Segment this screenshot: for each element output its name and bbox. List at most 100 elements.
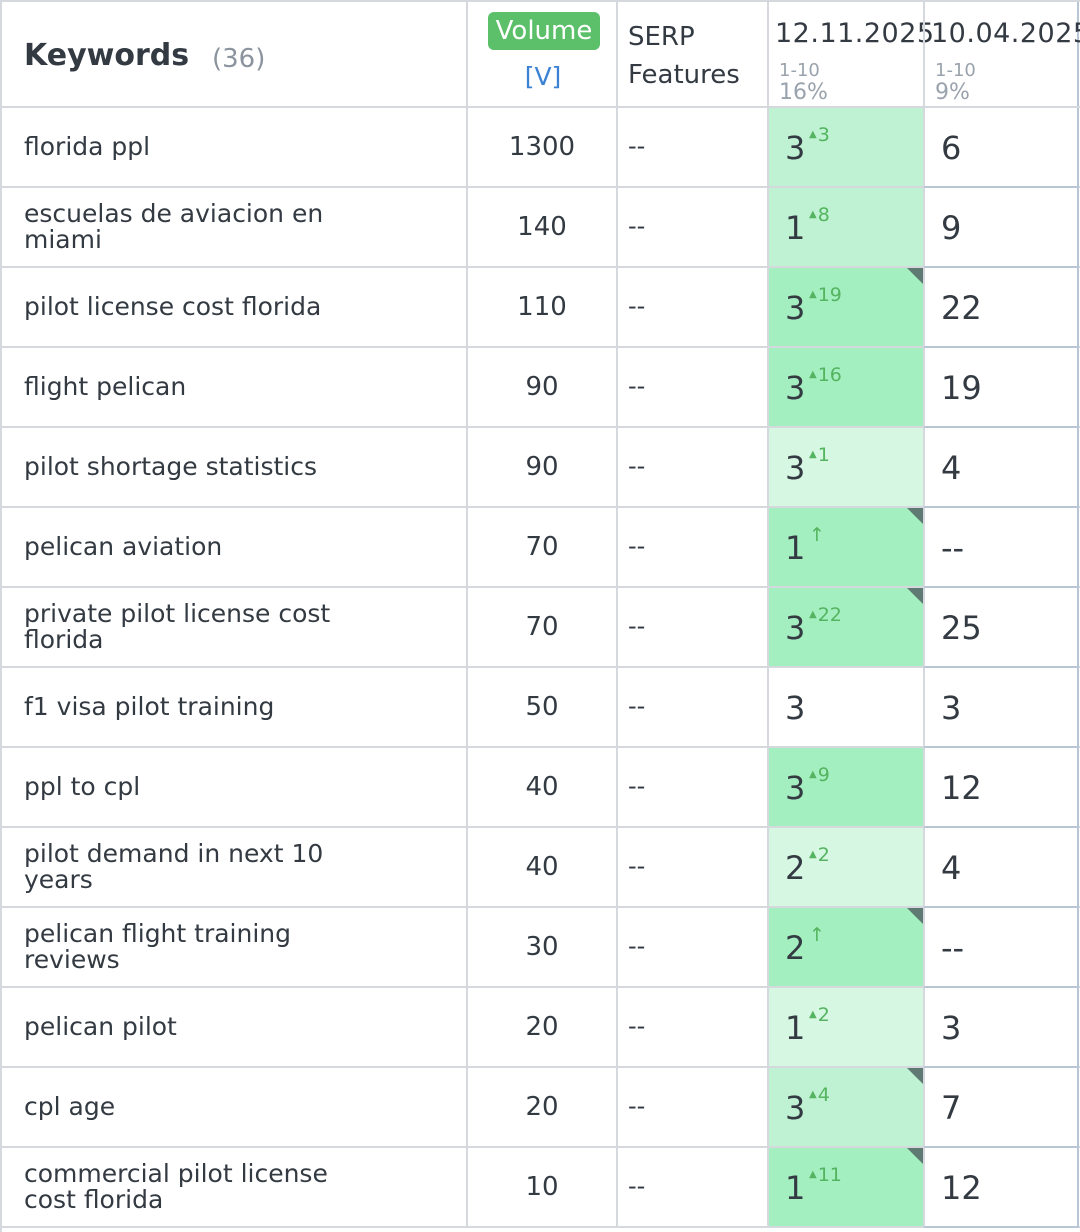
keyword-text[interactable]: commercial pilot license cost florida bbox=[24, 1159, 328, 1214]
table-row[interactable]: flight pelican 90 -- 3 ▲16 19 bbox=[2, 348, 1080, 428]
position-cell-date2[interactable]: 25 bbox=[923, 588, 1079, 668]
keyword-cell[interactable]: pelican pilot bbox=[2, 988, 466, 1066]
serp-cell: -- bbox=[616, 348, 767, 426]
keyword-cell[interactable]: private pilot license cost florida bbox=[2, 588, 466, 666]
volume-sort-button[interactable]: Volume bbox=[488, 12, 600, 50]
table-row[interactable]: pilot demand in next 10 years 40 -- 2 ▲2 4 bbox=[2, 828, 1080, 908]
up-triangle-icon: ▲ bbox=[809, 209, 817, 220]
keywords-header[interactable]: Keywords (36) bbox=[2, 2, 466, 106]
position-cell-date1[interactable]: 3 ▲22 bbox=[767, 588, 923, 666]
up-triangle-icon: ▲ bbox=[809, 609, 817, 620]
position-cell-date1[interactable]: 3 ▲1 bbox=[767, 428, 923, 506]
keyword-cell[interactable]: escuelas de aviacion en miami bbox=[2, 188, 466, 266]
table-row[interactable]: cpl age 20 -- 3 ▲4 7 bbox=[2, 1068, 1080, 1148]
position-cell-date1[interactable]: 1 ↑ bbox=[767, 508, 923, 586]
table-row[interactable]: florida ppl 1300 -- 3 ▲3 6 bbox=[2, 108, 1080, 188]
table-row[interactable]: escuelas de aviacion en miami 140 -- 1 ▲8 9 bbox=[2, 188, 1080, 268]
position-cell-date2[interactable]: 12 bbox=[923, 1148, 1079, 1228]
keyword-cell[interactable]: florida ppl bbox=[2, 108, 466, 186]
position-cell-date1[interactable]: 3 bbox=[767, 668, 923, 746]
position-cell-date2[interactable]: 12 bbox=[923, 748, 1079, 828]
date-header-1[interactable]: 12.11.2025 1-10 16% bbox=[767, 2, 934, 106]
rank-change: ▲3 bbox=[809, 124, 830, 146]
table-row[interactable]: pelican flight training reviews 30 -- 2 ↑ -- bbox=[2, 908, 1080, 988]
position-value: 1 bbox=[785, 529, 806, 567]
position-cell-date2[interactable]: -- bbox=[923, 508, 1079, 588]
keyword-text[interactable]: ppl to cpl bbox=[24, 772, 141, 801]
table-row[interactable]: pelican aviation 70 -- 1 ↑ -- bbox=[2, 508, 1080, 588]
table-row[interactable]: ppl to cpl 40 -- 3 ▲9 12 bbox=[2, 748, 1080, 828]
position-cell-date2[interactable]: 3 bbox=[923, 668, 1079, 748]
volume-value: 140 bbox=[517, 212, 567, 242]
table-row[interactable]: pilot license cost florida 110 -- 3 ▲19 22 bbox=[2, 268, 1080, 348]
keyword-text[interactable]: pelican flight training reviews bbox=[24, 919, 292, 974]
position-cell-date2[interactable]: 6 bbox=[923, 108, 1079, 188]
position-cell-date1[interactable]: 3 ▲4 bbox=[767, 1068, 923, 1146]
keyword-cell[interactable]: pelican flight training reviews bbox=[2, 908, 466, 986]
keyword-text[interactable]: cpl age bbox=[24, 1092, 116, 1121]
position-value: 7 bbox=[941, 1089, 962, 1127]
table-row[interactable]: f1 visa pilot training 50 -- 3 3 bbox=[2, 668, 1080, 748]
keyword-text[interactable]: florida ppl bbox=[24, 132, 151, 161]
keyword-text[interactable]: private pilot license cost florida bbox=[24, 599, 331, 654]
corner-flag-icon bbox=[907, 588, 923, 604]
rank-change: ▲16 bbox=[809, 364, 842, 386]
position-cell-date1[interactable]: 2 ▲2 bbox=[767, 828, 923, 906]
volume-header[interactable]: Volume [V] bbox=[466, 2, 616, 106]
keyword-text[interactable]: pelican pilot bbox=[24, 1012, 177, 1041]
volume-cell: 1300 bbox=[466, 108, 616, 186]
position-cell-date2[interactable]: -- bbox=[923, 908, 1079, 988]
position-cell-date2[interactable]: 7 bbox=[923, 1068, 1079, 1148]
position-cell-date1[interactable]: 2 ↑ bbox=[767, 908, 923, 986]
position-cell-date2[interactable]: 4 bbox=[923, 428, 1079, 508]
corner-flag-icon bbox=[907, 1068, 923, 1084]
table-row[interactable]: commercial pilot license cost florida 10 -… bbox=[2, 1148, 1080, 1228]
keyword-cell[interactable]: flight pelican bbox=[2, 348, 466, 426]
position-cell-date1[interactable]: 3 ▲9 bbox=[767, 748, 923, 826]
position-value: 3 bbox=[785, 449, 806, 487]
keyword-cell[interactable]: pilot demand in next 10 years bbox=[2, 828, 466, 906]
position-cell-date1[interactable]: 1 ▲2 bbox=[767, 988, 923, 1066]
position-cell-date2[interactable]: 22 bbox=[923, 268, 1079, 348]
keyword-cell[interactable]: pilot shortage statistics bbox=[2, 428, 466, 506]
position-cell-date2[interactable]: 9 bbox=[923, 188, 1079, 268]
keyword-text[interactable]: escuelas de aviacion en miami bbox=[24, 199, 324, 254]
table-row[interactable]: private pilot license cost florida 70 -- 3 ▲… bbox=[2, 588, 1080, 668]
keyword-text[interactable]: pilot shortage statistics bbox=[24, 452, 318, 481]
volume-cell: 50 bbox=[466, 668, 616, 746]
table-header: Keywords (36) Volume [V] SERP Features 1… bbox=[2, 0, 1080, 108]
volume-value: 110 bbox=[517, 292, 567, 322]
keyword-cell[interactable]: f1 visa pilot training bbox=[2, 668, 466, 746]
position-cell-date2[interactable]: 19 bbox=[923, 348, 1079, 428]
position-cell-date2[interactable]: 4 bbox=[923, 828, 1079, 908]
position-value: 2 bbox=[785, 929, 806, 967]
table-row[interactable]: pilot shortage statistics 90 -- 3 ▲1 4 bbox=[2, 428, 1080, 508]
keyword-cell[interactable]: commercial pilot license cost florida bbox=[2, 1148, 466, 1226]
table-row[interactable]: pelican pilot 20 -- 1 ▲2 3 bbox=[2, 988, 1080, 1068]
position-cell-date1[interactable]: 1 ▲8 bbox=[767, 188, 923, 266]
serp-cell: -- bbox=[616, 108, 767, 186]
position-cell-date2[interactable]: 3 bbox=[923, 988, 1079, 1068]
rank-change: ▲22 bbox=[809, 604, 842, 626]
keyword-cell[interactable]: ppl to cpl bbox=[2, 748, 466, 826]
keyword-text[interactable]: pelican aviation bbox=[24, 532, 223, 561]
new-rank-arrow-icon: ↑ bbox=[809, 524, 825, 546]
serp-cell: -- bbox=[616, 1148, 767, 1226]
keyword-cell[interactable]: pelican aviation bbox=[2, 508, 466, 586]
serp-cell: -- bbox=[616, 268, 767, 346]
keyword-cell[interactable]: cpl age bbox=[2, 1068, 466, 1146]
serp-features-header[interactable]: SERP Features bbox=[616, 2, 767, 106]
rank-change: ▲1 bbox=[809, 444, 830, 466]
date-header-2[interactable]: 10.04.2025 1-10 9% bbox=[923, 2, 1080, 106]
keyword-text[interactable]: flight pelican bbox=[24, 372, 187, 401]
position-cell-date1[interactable]: 3 ▲3 bbox=[767, 108, 923, 186]
keyword-text[interactable]: pilot license cost florida bbox=[24, 292, 322, 321]
position-value: 4 bbox=[941, 849, 962, 887]
keyword-text[interactable]: f1 visa pilot training bbox=[24, 692, 275, 721]
keyword-text[interactable]: pilot demand in next 10 years bbox=[24, 839, 324, 894]
position-cell-date1[interactable]: 1 ▲11 bbox=[767, 1148, 923, 1226]
keyword-cell[interactable]: pilot license cost florida bbox=[2, 268, 466, 346]
volume-link[interactable]: [V] bbox=[524, 62, 562, 91]
position-cell-date1[interactable]: 3 ▲19 bbox=[767, 268, 923, 346]
position-cell-date1[interactable]: 3 ▲16 bbox=[767, 348, 923, 426]
